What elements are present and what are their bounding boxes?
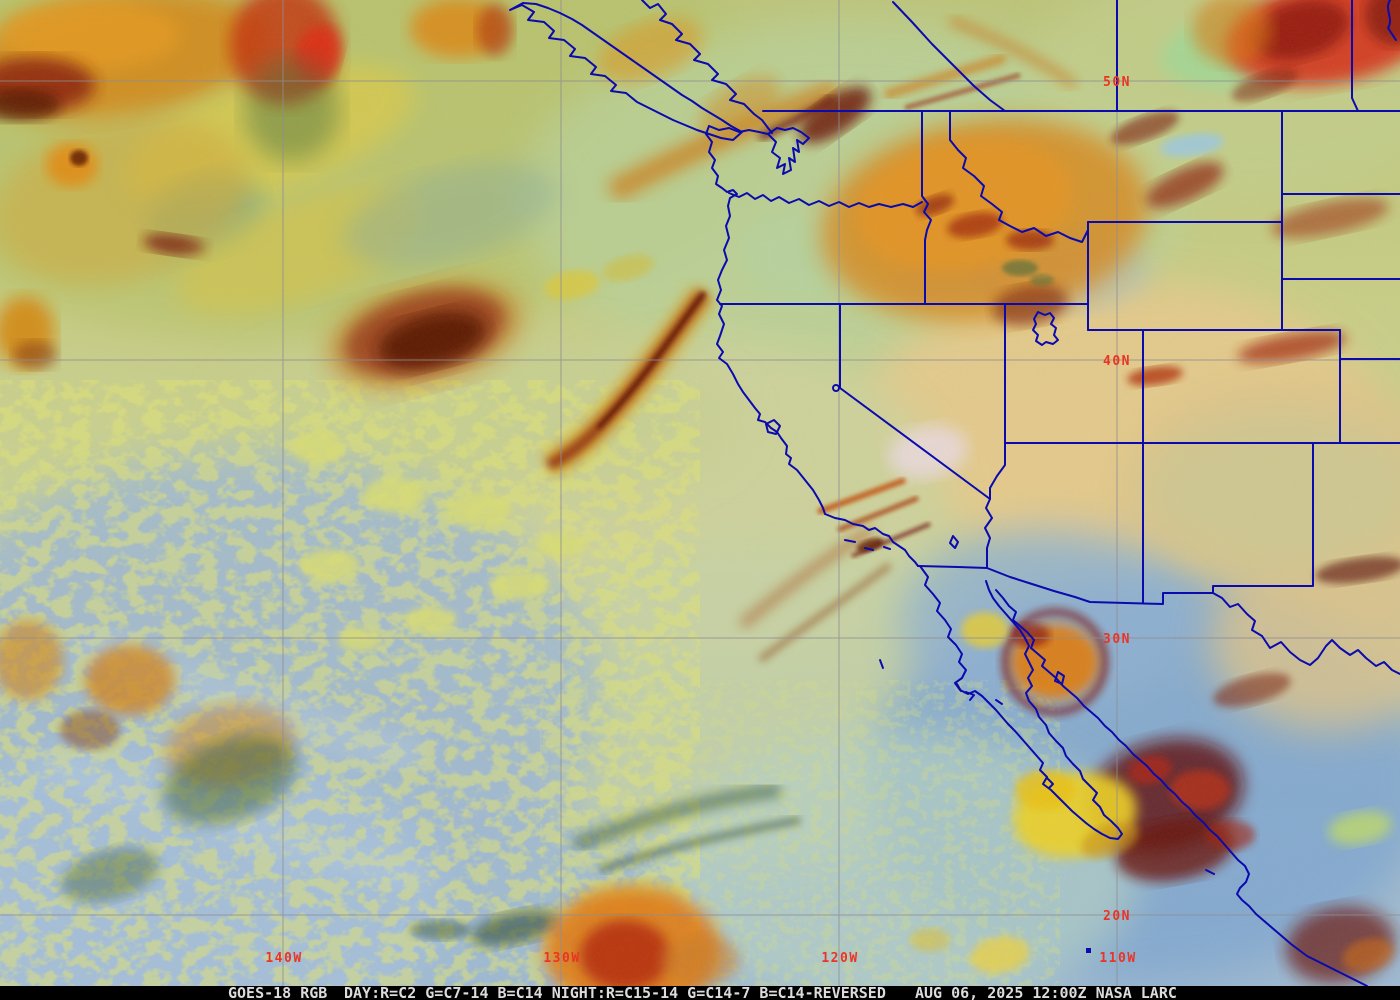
channel-islands <box>844 539 891 551</box>
lake-salton-sea <box>949 535 959 549</box>
border-ca-nv <box>839 303 993 568</box>
map-boundaries-overlay <box>509 0 1400 987</box>
border-bc-alberta <box>892 1 1006 112</box>
lat-label-30n: 30N <box>1103 632 1131 647</box>
status-bar: GOES-18 RGB DAY:R=C2 G=C7-14 B=C14 NIGHT… <box>0 984 1400 1000</box>
lon-label-130w: 130W <box>543 951 580 966</box>
border-nv-az <box>989 442 1006 500</box>
coastline-baja <box>919 565 1123 840</box>
lat-label-50n: 50N <box>1103 75 1131 90</box>
isla-socorro <box>1086 948 1091 953</box>
coastline-puget-sound <box>767 127 810 175</box>
lake-winnipegosis <box>1387 0 1397 41</box>
coastline-vancouver-island <box>509 2 743 141</box>
lake-great-salt <box>1032 311 1059 346</box>
lat-label-20n: 20N <box>1103 909 1131 924</box>
grid-labels: 50N 40N 30N 20N 140W 130W 120W 110W <box>265 75 1136 966</box>
isla-guadalupe <box>879 659 884 669</box>
status-channel-recipe: DAY:R=C2 G=C7-14 B=C14 NIGHT:R=C15-14 G=… <box>344 984 886 1000</box>
sf-bay <box>765 419 781 435</box>
border-mt-id-divide <box>949 110 1089 243</box>
lon-label-110w: 110W <box>1099 951 1136 966</box>
status-bar-background <box>0 986 1400 1000</box>
border-saskatchewan-manitoba <box>1351 0 1359 112</box>
border-us-mexico <box>917 565 1400 675</box>
lat-label-40n: 40N <box>1103 354 1131 369</box>
border-wa-id-or <box>921 110 932 305</box>
islas-tres-marias <box>1205 869 1215 875</box>
isla-tiburon <box>1054 671 1065 685</box>
lake-tahoe <box>832 384 840 392</box>
coastline-juan-de-fuca <box>708 125 769 135</box>
coastline-bc-mainland <box>641 0 773 134</box>
lon-label-120w: 120W <box>821 951 858 966</box>
coastline-pacific <box>705 125 919 567</box>
status-timestamp: AUG 06, 2025 12:00Z NASA LARC <box>915 984 1177 1000</box>
border-or-wa-columbia <box>728 192 923 208</box>
magdalena-bay <box>1046 777 1054 789</box>
border-nm-tx <box>1212 442 1314 594</box>
isla-cedros <box>956 683 962 692</box>
vizcaino-lagoons <box>965 691 1003 705</box>
lon-label-140w: 140W <box>265 951 302 966</box>
status-product-label: GOES-18 RGB <box>228 984 327 1000</box>
coastline-mexico-mainland <box>995 589 1368 987</box>
